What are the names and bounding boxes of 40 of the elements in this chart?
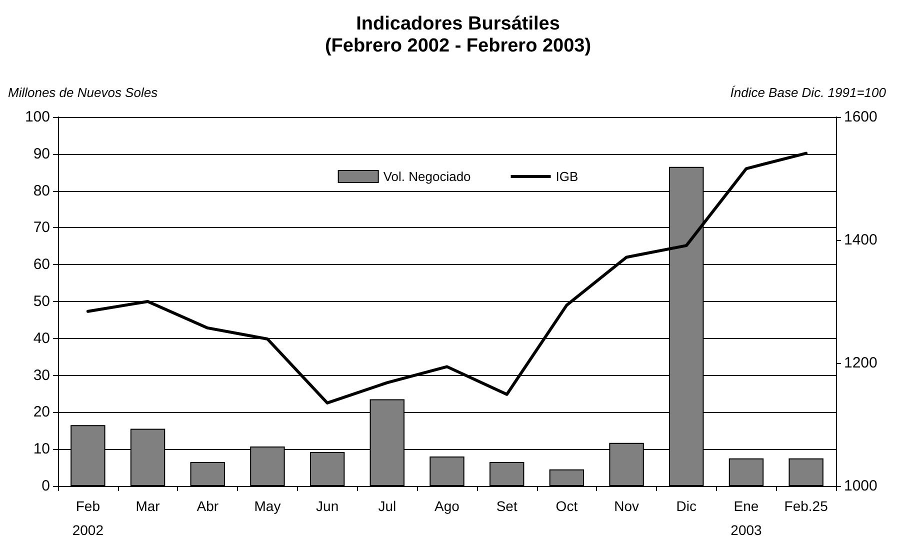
y-tick-label: 20 <box>33 404 50 421</box>
y2-tick-label: 1600 <box>844 108 878 126</box>
chart-title: Indicadores Bursátiles (Febrero 2002 - Febrero 2003) <box>324 14 592 56</box>
bar <box>430 456 464 486</box>
y-tick-label: 0 <box>42 478 50 494</box>
x-tick-label: Abr <box>196 498 219 514</box>
bar <box>310 452 345 486</box>
legend-label: IGB <box>556 169 578 184</box>
x-tick-label: Jul <box>378 498 396 514</box>
y2-axis-title: Índice Base Dic. 1991=100 <box>730 85 887 100</box>
x-tick-label: Dic <box>676 498 696 514</box>
x-tick-label: Mar <box>136 498 160 514</box>
y-tick-label: 30 <box>33 366 50 384</box>
y-tick-label: 80 <box>33 182 50 200</box>
x-tick-label: Oct <box>556 498 578 514</box>
y2-tick-label: 1000 <box>844 478 878 494</box>
x-tick-label: Jun <box>316 498 339 514</box>
y2-tick-label: 1400 <box>844 232 878 248</box>
y-tick-label: 90 <box>33 145 50 162</box>
bar <box>190 462 225 486</box>
bar <box>489 462 524 486</box>
y-axis-title: Millones de Nuevos Soles <box>8 85 158 100</box>
y-tick-label: 40 <box>33 330 50 347</box>
x-tick-label: Feb.25 <box>784 498 828 514</box>
y-tick-label: 70 <box>33 219 50 236</box>
x-tick-label: Ene 2003 <box>730 498 762 538</box>
y-tick-label: 10 <box>33 440 50 458</box>
legend-label: Vol. Negociado <box>383 169 471 184</box>
y2-tick-label: 1200 <box>844 354 878 372</box>
bar <box>788 458 824 486</box>
y-tick-label: 50 <box>33 293 50 310</box>
x-tick-label: Ago <box>434 498 460 514</box>
bar <box>549 469 584 486</box>
y-tick-label: 100 <box>24 108 50 126</box>
x-tick-label: May <box>254 498 281 514</box>
x-tick-label: Feb 2002 <box>72 498 104 538</box>
y-tick-label: 60 <box>33 256 50 274</box>
x-tick-label: Set <box>496 498 518 514</box>
x-tick-label: Nov <box>614 498 639 514</box>
bar <box>728 458 764 486</box>
